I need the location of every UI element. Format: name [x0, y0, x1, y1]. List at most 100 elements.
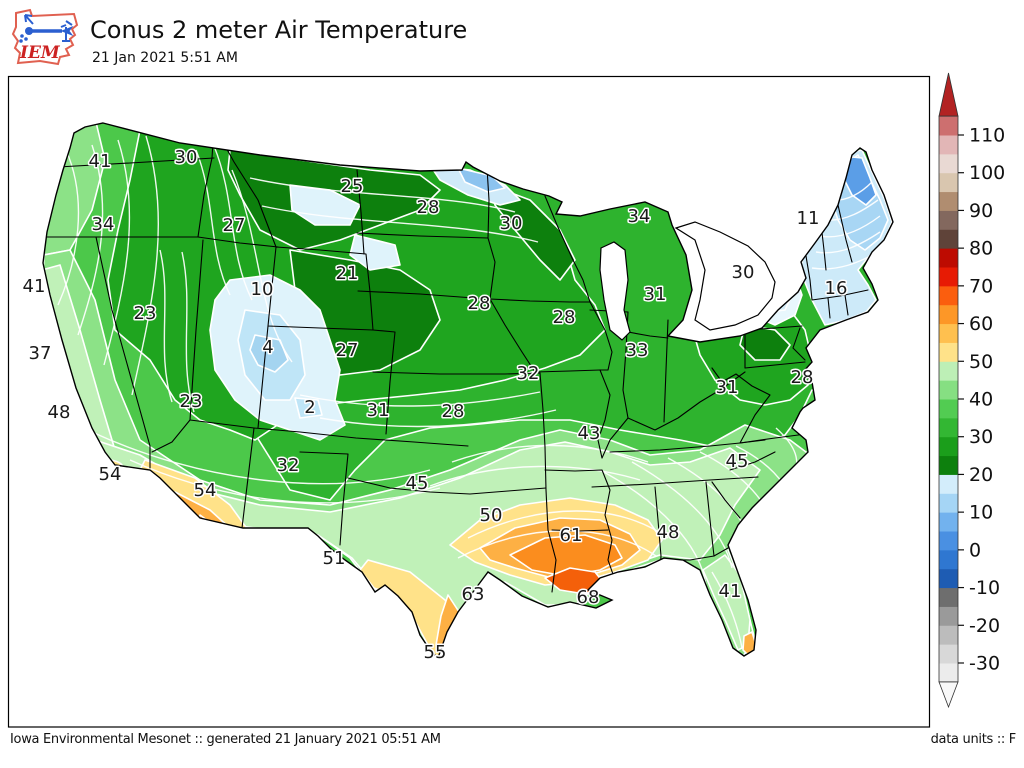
colorbar-tick-label: -10 [969, 577, 1000, 599]
colorbar-arrow-bottom [938, 681, 959, 709]
temperature-label: 41 [89, 151, 112, 172]
colorbar-segment [939, 285, 958, 306]
temperature-label: 43 [578, 423, 601, 444]
colorbar-tick-label: -30 [969, 652, 1000, 674]
temperature-field [43, 123, 893, 658]
temperature-label: 50 [480, 505, 503, 526]
temperature-label: 11 [797, 208, 820, 229]
colorbar-segment [939, 361, 958, 381]
colorbar-segment [939, 474, 958, 494]
colorbar-segment [939, 398, 958, 419]
temperature-label: 41 [719, 581, 742, 602]
colorbar-segment [939, 587, 958, 607]
colorbar-segment [939, 135, 958, 155]
colorbar-segment [939, 191, 958, 211]
temperature-label: 4 [262, 337, 273, 358]
colorbar-arrow-top [938, 72, 959, 117]
iowa-outline-icon [11, 8, 79, 66]
colorbar-segment [939, 625, 958, 645]
temperature-label: 45 [726, 451, 749, 472]
temperature-label: 25 [341, 176, 364, 197]
temperature-label: 45 [406, 473, 429, 494]
temperature-label: 30 [175, 147, 198, 168]
colorbar-segment [939, 662, 958, 683]
colorbar-segment [939, 342, 958, 362]
colorbar-segment [939, 436, 958, 457]
colorbar-tick-label: 80 [969, 238, 993, 260]
temperature-label: 68 [577, 587, 600, 608]
colorbar-segment [939, 172, 958, 193]
footer-units: data units :: F [930, 732, 1017, 747]
temperature-label: 27 [223, 215, 246, 236]
temperature-label: 34 [92, 214, 115, 235]
colorbar-tick-label: 110 [969, 125, 1005, 147]
temperature-label: 41 [23, 276, 46, 297]
colorbar-segment [939, 512, 958, 532]
great-lakes [599, 221, 776, 341]
temperature-label: 16 [825, 278, 848, 299]
page-subtitle: 21 Jan 2021 5:51 AM [92, 50, 238, 66]
temperature-label: 34 [628, 206, 651, 227]
colorbar-segment [939, 153, 958, 174]
temperature-label: 37 [29, 343, 52, 364]
colorbar-segment [939, 116, 958, 136]
colorbar-segment [939, 380, 958, 400]
temperature-label: 51 [323, 548, 346, 569]
temperature-label: 28 [791, 367, 814, 388]
map-frame [7, 75, 931, 728]
iem-logo-text: IEM [19, 43, 61, 63]
colorbar-segment [939, 549, 958, 570]
colorbar-segment [939, 304, 958, 325]
temperature-label: 28 [442, 401, 465, 422]
colorbar-segment [939, 568, 958, 589]
colorbar-segment [939, 229, 958, 249]
state-borders [44, 125, 869, 593]
temperature-label: 54 [194, 480, 217, 501]
temperature-label: 21 [336, 263, 359, 284]
us-outline [42, 122, 894, 660]
temperature-label: 55 [424, 642, 447, 663]
colorbar-tick-label: 20 [969, 464, 993, 486]
colorbar-tick-label: 60 [969, 313, 993, 335]
colorbar-segment [939, 210, 958, 230]
colorbar-segment [939, 493, 958, 513]
colorbar-segment [939, 248, 958, 268]
temperature-label: 48 [657, 522, 680, 543]
page-title: Conus 2 meter Air Temperature [90, 16, 468, 44]
footer-credit: Iowa Environmental Mesonet :: generated … [10, 732, 441, 747]
temperature-label: 32 [517, 363, 540, 384]
colorbar-segment [939, 606, 958, 626]
colorbar-tick-label: 100 [969, 162, 1005, 184]
colorbar-segment [939, 530, 958, 551]
colorbar-segment [939, 644, 958, 664]
colorbar-segment [939, 417, 958, 438]
colorbar-tick-label: 70 [969, 275, 993, 297]
temperature-label: 23 [180, 391, 203, 412]
temperature-labels: 41 30 25 28 30 34 34 27 11 21 30 16 10 41 31 28 28 23 4 27 3… [21, 146, 849, 665]
temperature-label: 28 [417, 197, 440, 218]
colorbar-tick-label: 90 [969, 200, 993, 222]
temperature-label: 31 [644, 284, 667, 305]
colorbar-tick-label: 40 [969, 388, 993, 410]
colorbar-segment [939, 266, 958, 287]
colorbar-tick-label: 0 [969, 539, 981, 561]
temperature-label: 30 [500, 213, 523, 234]
colorbar-tick-label: 30 [969, 426, 993, 448]
temperature-label: 54 [99, 464, 122, 485]
temperature-label: 30 [732, 262, 755, 283]
temperature-label: 28 [468, 293, 491, 314]
colorbar-segment [939, 455, 958, 475]
temperature-label: 33 [626, 340, 649, 361]
temperature-label: 31 [716, 377, 739, 398]
temperature-label: 63 [462, 584, 485, 605]
temperature-label: 23 [134, 303, 157, 324]
temperature-label: 31 [367, 400, 390, 421]
colorbar-tick-label: 10 [969, 502, 993, 524]
temperature-label: 32 [277, 455, 300, 476]
contour-lines [57, 135, 881, 649]
temperature-label: 27 [336, 340, 359, 361]
colorbar-tick-label: -20 [969, 615, 1000, 637]
temperature-label: 28 [553, 307, 576, 328]
